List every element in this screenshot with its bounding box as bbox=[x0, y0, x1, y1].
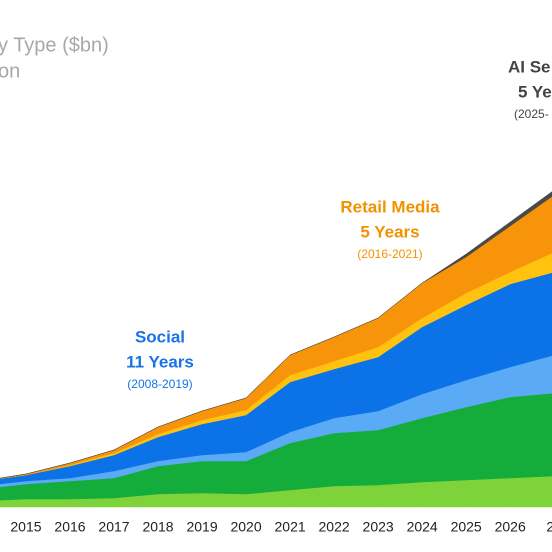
annotation: 5 Years bbox=[360, 222, 419, 241]
annotation: 5 Ye bbox=[518, 82, 552, 101]
annotation: (2008-2019) bbox=[127, 377, 192, 391]
x-tick-label: 2025 bbox=[451, 519, 482, 535]
x-tick-label: 20 bbox=[546, 519, 552, 535]
chart-title: y Type ($bn) bbox=[0, 34, 109, 56]
annotation: (2016-2021) bbox=[357, 247, 422, 261]
chart-subtitle: on bbox=[0, 60, 20, 82]
x-tick-label: 2016 bbox=[54, 519, 85, 535]
x-tick-label: 2018 bbox=[142, 519, 173, 535]
annotation: (2025- bbox=[514, 107, 549, 121]
x-tick-label: 2023 bbox=[363, 519, 394, 535]
x-tick-label: 2019 bbox=[186, 519, 217, 535]
x-tick-label: 2022 bbox=[319, 519, 350, 535]
x-tick-label: 2024 bbox=[407, 519, 438, 535]
x-tick-label: 2021 bbox=[275, 519, 306, 535]
x-tick-label: 2026 bbox=[495, 519, 526, 535]
x-tick-label: 2017 bbox=[98, 519, 129, 535]
area-series bbox=[0, 191, 552, 479]
annotation: Social bbox=[135, 327, 185, 346]
x-tick-label: 2015 bbox=[10, 519, 41, 535]
annotation: Retail Media bbox=[340, 197, 440, 216]
x-tick-label: 2020 bbox=[230, 519, 261, 535]
annotation: 11 Years bbox=[126, 352, 194, 371]
annotation: AI Se bbox=[508, 57, 551, 76]
